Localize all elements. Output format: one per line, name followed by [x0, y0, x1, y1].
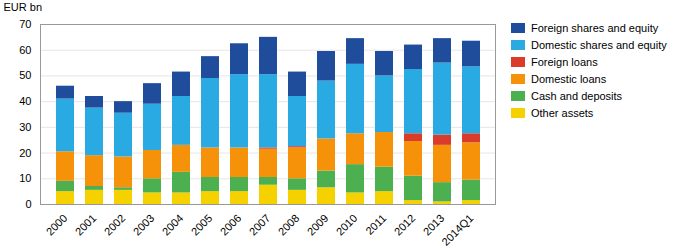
svg-text:2005: 2005: [189, 212, 215, 238]
html-text:Domestic shares and equity: Domestic shares and equity: [531, 39, 667, 51]
svg-text:50: 50: [19, 69, 31, 81]
html-text:Cash and deposits: Cash and deposits: [531, 90, 623, 102]
svg-text:2004: 2004: [160, 212, 186, 238]
svg-text:2000: 2000: [44, 212, 70, 238]
html-text:Other assets: Other assets: [531, 107, 594, 119]
svg-text:2011: 2011: [363, 212, 388, 237]
svg-text:2006: 2006: [218, 212, 244, 238]
svg-text:2007: 2007: [247, 212, 273, 238]
svg-text:40: 40: [19, 95, 31, 107]
svg-text:2013: 2013: [421, 212, 447, 238]
svg-text:2002: 2002: [102, 212, 128, 238]
html-text:Domestic loans: Domestic loans: [531, 73, 607, 85]
svg-text:2009: 2009: [305, 212, 331, 238]
html-text:Foreign shares and equity: Foreign shares and equity: [531, 22, 659, 34]
svg-text:20: 20: [19, 147, 31, 159]
svg-text:2010: 2010: [334, 212, 360, 238]
html-text:Foreign loans: Foreign loans: [531, 56, 598, 68]
svg-text:10: 10: [19, 172, 31, 184]
svg-text:0: 0: [25, 198, 31, 210]
svg-text:30: 30: [19, 121, 31, 133]
svg-text:2014Q1: 2014Q1: [439, 212, 475, 248]
svg-text:2001: 2001: [73, 212, 99, 238]
svg-text:60: 60: [19, 44, 31, 56]
svg-text:2008: 2008: [276, 212, 302, 238]
svg-text:2003: 2003: [131, 212, 157, 238]
svg-text:EUR bn: EUR bn: [4, 1, 43, 13]
svg-text:2012: 2012: [392, 212, 418, 238]
svg-text:70: 70: [19, 18, 31, 30]
